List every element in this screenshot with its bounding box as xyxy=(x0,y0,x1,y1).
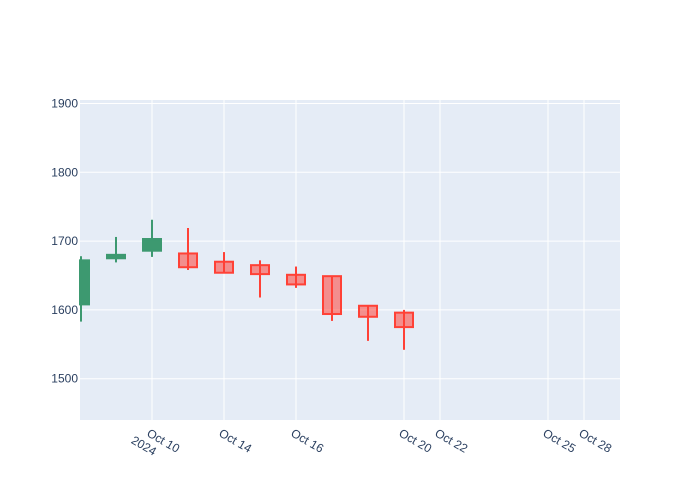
candle-body xyxy=(250,264,270,276)
candle-body xyxy=(79,259,90,306)
candle-increasing xyxy=(106,236,126,263)
candle-increasing xyxy=(79,256,90,322)
candle-body xyxy=(178,252,198,269)
x-tick-label: Oct 16 xyxy=(289,426,327,456)
y-gridlines xyxy=(80,102,620,380)
y-axis: 1500 1600 1700 1800 1900 xyxy=(51,96,78,385)
x-tick-label: Oct 28 xyxy=(577,426,615,456)
candle-decreasing xyxy=(358,304,378,341)
candles-layer xyxy=(79,219,414,350)
y-tick-label: 1800 xyxy=(51,165,78,179)
plot-background xyxy=(80,100,620,420)
x-tick-label: Oct 20 xyxy=(397,426,435,456)
y-tick-label: 1900 xyxy=(51,96,78,110)
y-tick-label: 1700 xyxy=(51,234,78,248)
candle-body xyxy=(286,273,306,286)
candle-decreasing xyxy=(394,309,414,350)
candle-body xyxy=(394,311,414,329)
x-tick-group: Oct 20 xyxy=(397,426,435,456)
x-tick-group: Oct 16 xyxy=(289,426,327,456)
x-tick-group: Oct 14 xyxy=(217,426,255,456)
x-tick-label: Oct 14 xyxy=(217,426,255,456)
candle-increasing xyxy=(142,219,162,257)
candle-decreasing xyxy=(214,252,234,274)
candle-body xyxy=(214,260,234,274)
candle-decreasing xyxy=(322,275,342,321)
x-tick-group: Oct 25 xyxy=(541,426,579,456)
x-tick-group: Oct 22 xyxy=(433,426,471,456)
x-tick-group: Oct 28 xyxy=(577,426,615,456)
candle-body xyxy=(106,253,126,260)
x-tick-label: Oct 22 xyxy=(433,426,471,456)
y-tick-label: 1500 xyxy=(51,372,78,386)
candle-body xyxy=(358,304,378,318)
candle-decreasing xyxy=(178,228,198,270)
candle-decreasing xyxy=(250,260,270,298)
x-tick-label: Oct 25 xyxy=(541,426,579,456)
candle-body xyxy=(142,238,162,252)
candle-body xyxy=(322,275,342,316)
x-gridlines xyxy=(151,100,585,420)
y-tick-label: 1600 xyxy=(51,303,78,317)
candle-decreasing xyxy=(286,266,306,288)
